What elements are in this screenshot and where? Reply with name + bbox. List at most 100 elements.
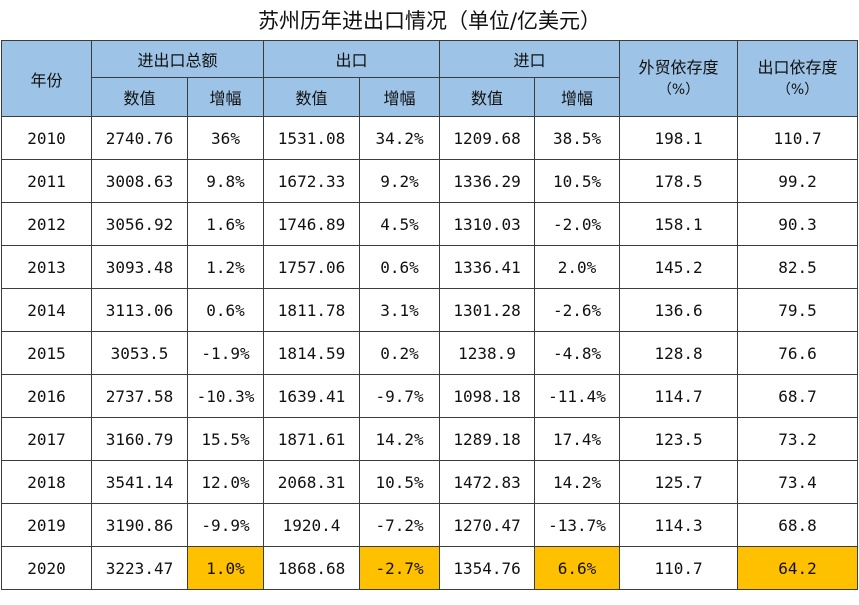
cell-year: 2017 (1, 417, 92, 461)
cell-export-dependence: 73.2 (737, 417, 859, 461)
cell-export-value: 2068.31 (263, 460, 361, 504)
table-row: 2016 2737.58 -10.3% 1639.41 -9.7% 1098.18 -11.… (1, 374, 859, 418)
cell-import-value: 1336.41 (439, 245, 536, 289)
cell-year: 2020 (1, 546, 92, 590)
header-import-value: 数值 (439, 77, 536, 117)
cell-import-value: 1310.03 (439, 202, 536, 246)
cell-import-value: 1098.18 (439, 374, 536, 418)
cell-total-growth: 36% (186, 116, 265, 160)
cell-total-value: 3093.48 (91, 245, 188, 289)
cell-total-value: 3056.92 (91, 202, 188, 246)
cell-import-value: 1209.68 (439, 116, 536, 160)
cell-export-growth: 4.5% (359, 202, 441, 246)
cell-import-growth: 10.5% (534, 159, 621, 203)
cell-year: 2016 (1, 374, 92, 418)
cell-export-value: 1672.33 (263, 159, 361, 203)
trade-table: 年份 进出口总额 出口 进口 外贸依存度 （%） 出口依存度 （%） 数值 增幅… (1, 40, 859, 590)
cell-total-value: 3190.86 (91, 503, 188, 547)
cell-total-growth: 1.2% (186, 245, 265, 289)
cell-export-value: 1639.41 (263, 374, 361, 418)
cell-trade-dependence: 123.5 (619, 417, 739, 461)
cell-year: 2011 (1, 159, 92, 203)
header-export-growth: 增幅 (359, 77, 441, 117)
cell-total-growth: 9.8% (186, 159, 265, 203)
cell-import-growth: -2.6% (534, 288, 621, 332)
cell-export-growth: 14.2% (359, 417, 441, 461)
cell-import-value: 1270.47 (439, 503, 536, 547)
header-total-value: 数值 (91, 77, 188, 117)
header-export-dependence: 出口依存度 （%） (737, 40, 859, 117)
cell-export-value: 1811.78 (263, 288, 361, 332)
cell-total-value: 2737.58 (91, 374, 188, 418)
header-trade-dependence: 外贸依存度 （%） (619, 40, 739, 117)
cell-year: 2014 (1, 288, 92, 332)
header-export-value: 数值 (263, 77, 361, 117)
cell-export-growth: -2.7% (359, 546, 441, 590)
cell-export-dependence: 73.4 (737, 460, 859, 504)
cell-total-growth: 1.0% (186, 546, 265, 590)
cell-export-dependence: 79.5 (737, 288, 859, 332)
cell-total-value: 3541.14 (91, 460, 188, 504)
cell-import-growth: -13.7% (534, 503, 621, 547)
table-row: 2019 3190.86 -9.9% 1920.4 -7.2% 1270.47 -13.7%… (1, 503, 859, 547)
cell-import-growth: -2.0% (534, 202, 621, 246)
cell-export-dependence: 68.7 (737, 374, 859, 418)
cell-total-growth: 12.0% (186, 460, 265, 504)
header-import: 进口 (439, 40, 621, 78)
cell-import-growth: 2.0% (534, 245, 621, 289)
cell-import-value: 1354.76 (439, 546, 536, 590)
header-year: 年份 (1, 40, 92, 117)
cell-total-value: 3008.63 (91, 159, 188, 203)
cell-trade-dependence: 128.8 (619, 331, 739, 375)
table-row: 2014 3113.06 0.6% 1811.78 3.1% 1301.28 -2.6% 13… (1, 288, 859, 332)
header-trade-dependence-unit: （%） (657, 81, 700, 98)
cell-year: 2013 (1, 245, 92, 289)
table-row: 2015 3053.5 -1.9% 1814.59 0.2% 1238.9 -4.8% 128… (1, 331, 859, 375)
cell-export-dependence: 99.2 (737, 159, 859, 203)
cell-trade-dependence: 114.3 (619, 503, 739, 547)
cell-trade-dependence: 125.7 (619, 460, 739, 504)
header-export-dependence-unit: （%） (776, 81, 819, 98)
cell-total-value: 3113.06 (91, 288, 188, 332)
table-row: 2011 3008.63 9.8% 1672.33 9.2% 1336.29 10.5% 17… (1, 159, 859, 203)
cell-export-value: 1531.08 (263, 116, 361, 160)
cell-import-growth: -11.4% (534, 374, 621, 418)
cell-total-growth: -10.3% (186, 374, 265, 418)
header-trade-dependence-label: 外贸依存度 (638, 57, 719, 77)
header-export-dependence-label: 出口依存度 (757, 57, 838, 77)
cell-year: 2012 (1, 202, 92, 246)
table-row: 2010 2740.76 36% 1531.08 34.2% 1209.68 38.5% 19… (1, 116, 859, 160)
header-export: 出口 (263, 40, 441, 78)
cell-trade-dependence: 178.5 (619, 159, 739, 203)
cell-total-value: 3160.79 (91, 417, 188, 461)
cell-export-dependence: 68.8 (737, 503, 859, 547)
cell-total-growth: 0.6% (186, 288, 265, 332)
cell-export-growth: 34.2% (359, 116, 441, 160)
cell-export-dependence: 64.2 (737, 546, 859, 590)
cell-export-value: 1920.4 (263, 503, 361, 547)
cell-export-dependence: 110.7 (737, 116, 859, 160)
cell-trade-dependence: 110.7 (619, 546, 739, 590)
cell-import-value: 1472.83 (439, 460, 536, 504)
cell-export-growth: 9.2% (359, 159, 441, 203)
header-total: 进出口总额 (90, 40, 265, 78)
cell-export-growth: 10.5% (359, 460, 441, 504)
table-row: 2017 3160.79 15.5% 1871.61 14.2% 1289.18 17.4%… (1, 417, 859, 461)
table-row: 2013 3093.48 1.2% 1757.06 0.6% 1336.41 2.0% 145… (1, 245, 859, 289)
cell-export-dependence: 82.5 (737, 245, 859, 289)
cell-export-growth: 0.6% (359, 245, 441, 289)
cell-import-growth: 38.5% (534, 116, 621, 160)
cell-import-value: 1301.28 (439, 288, 536, 332)
cell-export-growth: -7.2% (359, 503, 441, 547)
cell-year: 2019 (1, 503, 92, 547)
cell-import-value: 1336.29 (439, 159, 536, 203)
cell-total-value: 3053.5 (91, 331, 188, 375)
cell-export-value: 1871.61 (263, 417, 361, 461)
cell-total-growth: 15.5% (186, 417, 265, 461)
cell-import-value: 1238.9 (439, 331, 536, 375)
cell-export-growth: 3.1% (359, 288, 441, 332)
cell-import-growth: 14.2% (534, 460, 621, 504)
cell-total-growth: -1.9% (186, 331, 265, 375)
table-title: 苏州历年进出口情况（单位/亿美元） (257, 9, 602, 33)
cell-total-value: 3223.47 (91, 546, 188, 590)
